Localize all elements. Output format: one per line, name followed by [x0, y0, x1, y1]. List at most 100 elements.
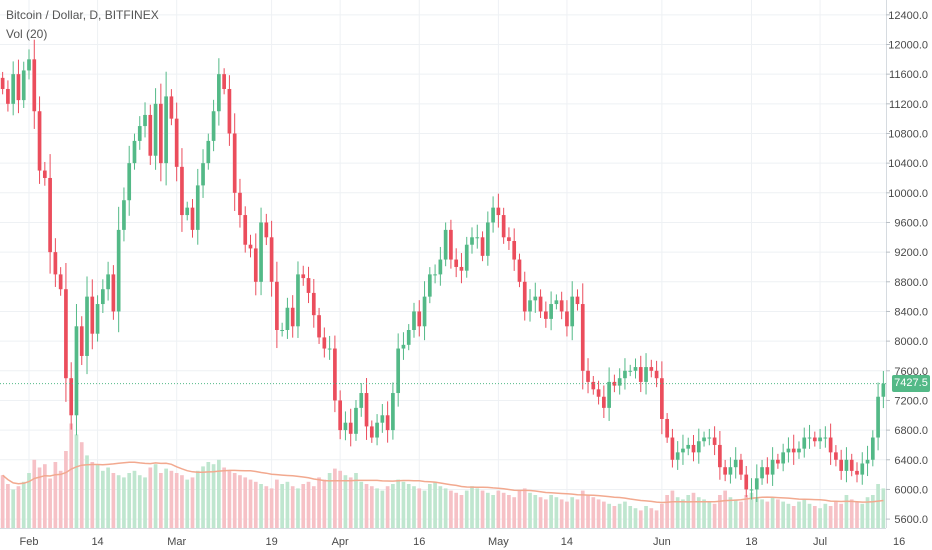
- volume-bar: [433, 481, 437, 528]
- candle-body: [375, 422, 379, 438]
- price-axis[interactable]: 12400.0 12000.0 11600.0 11200.0 10800.0 10400…: [886, 0, 932, 550]
- volume-bar: [849, 499, 854, 528]
- time-axis[interactable]: Feb 14 Mar 19 Apr 16 May 14 Jun 18 Jul 16: [0, 528, 905, 549]
- candle-body: [543, 311, 548, 319]
- volume-bar: [464, 490, 469, 528]
- volume-bar: [654, 510, 659, 528]
- candle-body: [718, 444, 722, 468]
- volume-bar: [733, 499, 738, 528]
- candle-body: [786, 448, 791, 453]
- candle-body: [164, 96, 168, 164]
- candle-body: [723, 467, 727, 475]
- volume-bar: [275, 479, 279, 528]
- volume-bar: [707, 501, 712, 528]
- volume-bar: [269, 488, 274, 528]
- candle-body: [185, 207, 190, 216]
- candle-body: [802, 437, 807, 449]
- candle-body: [412, 311, 416, 330]
- candle-body: [770, 459, 775, 475]
- volume-bar: [501, 492, 506, 528]
- volume-bar: [195, 470, 200, 528]
- volume-bar: [27, 473, 31, 528]
- price-tick-label: 9200.0: [894, 247, 928, 259]
- volume-bar: [881, 488, 886, 528]
- volume-bar: [164, 468, 168, 528]
- time-tick-label: Jul: [813, 536, 827, 548]
- volume-bar: [422, 490, 427, 528]
- symbol-title[interactable]: Bitcoin / Dollar, D, BITFINEX: [6, 8, 159, 22]
- candle-body: [612, 381, 617, 386]
- candle-body: [449, 229, 453, 260]
- time-tick-label: 16: [893, 536, 905, 548]
- candle-body: [501, 215, 506, 238]
- price-tick-label: 11200.0: [889, 99, 928, 111]
- candle-body: [876, 396, 880, 438]
- volume-bar: [296, 488, 300, 528]
- volume-bar: [137, 475, 142, 528]
- volume-bar: [496, 490, 501, 528]
- candle-body: [85, 296, 89, 356]
- volume-bar: [190, 477, 195, 528]
- candle-body: [21, 70, 26, 101]
- volume-bar: [839, 503, 844, 528]
- volume-bar: [227, 470, 232, 528]
- candle-body: [839, 459, 844, 471]
- volume-bar: [812, 506, 817, 528]
- volume-bar: [0, 475, 5, 528]
- volume-bar: [665, 495, 669, 528]
- candle-body: [776, 459, 780, 464]
- volume-bar: [248, 479, 253, 528]
- candle-body: [79, 326, 84, 356]
- volume-bar: [127, 473, 132, 528]
- candle-body: [116, 229, 121, 312]
- volume-bar: [612, 506, 617, 528]
- volume-bar: [338, 470, 343, 528]
- candle-body: [707, 437, 712, 439]
- candle-body: [744, 474, 749, 490]
- volume-bar: [412, 486, 416, 528]
- volume-bar: [696, 497, 701, 528]
- volume-bar: [333, 468, 337, 528]
- price-tick-label: 8800.0: [894, 277, 928, 289]
- volume-bar: [591, 497, 596, 528]
- volume-bar: [169, 470, 174, 528]
- volume-bar: [375, 488, 379, 528]
- candle-body: [64, 289, 68, 379]
- candle-body: [565, 311, 569, 327]
- volume-bar: [786, 503, 791, 528]
- candle-body: [100, 289, 105, 305]
- volume-bar: [543, 499, 548, 528]
- candle-body: [290, 307, 295, 327]
- volume-indicator-label[interactable]: Vol (20): [6, 27, 48, 41]
- candle-body: [765, 467, 770, 475]
- volume-bar: [116, 475, 121, 528]
- volume-bar: [617, 503, 622, 528]
- candle-body: [454, 259, 459, 267]
- volume-bar: [728, 497, 733, 528]
- volume-bar: [290, 486, 295, 528]
- candle-body: [174, 118, 179, 167]
- volume-bar: [649, 508, 654, 528]
- candle-body: [317, 315, 321, 338]
- volume-bar: [369, 486, 374, 528]
- candle-body: [865, 459, 870, 464]
- price-tick-label: 7600.0: [894, 366, 928, 378]
- candle-body: [269, 237, 274, 282]
- volume-ma-polyline: [2, 461, 884, 504]
- volume-bar: [870, 495, 875, 528]
- volume-bar: [232, 473, 237, 528]
- volume-bar: [32, 459, 37, 528]
- price-tick-label: 10400.0: [888, 158, 928, 170]
- volume-bar: [538, 497, 543, 528]
- grid: [0, 0, 900, 528]
- candle-body: [433, 274, 437, 276]
- volume-bar: [217, 459, 221, 528]
- price-tick-label: 6000.0: [894, 484, 928, 496]
- price-tick-label: 5600.0: [894, 514, 928, 526]
- candle-body: [6, 88, 10, 104]
- volume-bar: [380, 490, 385, 528]
- volume-bar: [480, 490, 485, 528]
- time-tick-label: 18: [745, 536, 757, 548]
- price-axis-bg: [886, 0, 932, 550]
